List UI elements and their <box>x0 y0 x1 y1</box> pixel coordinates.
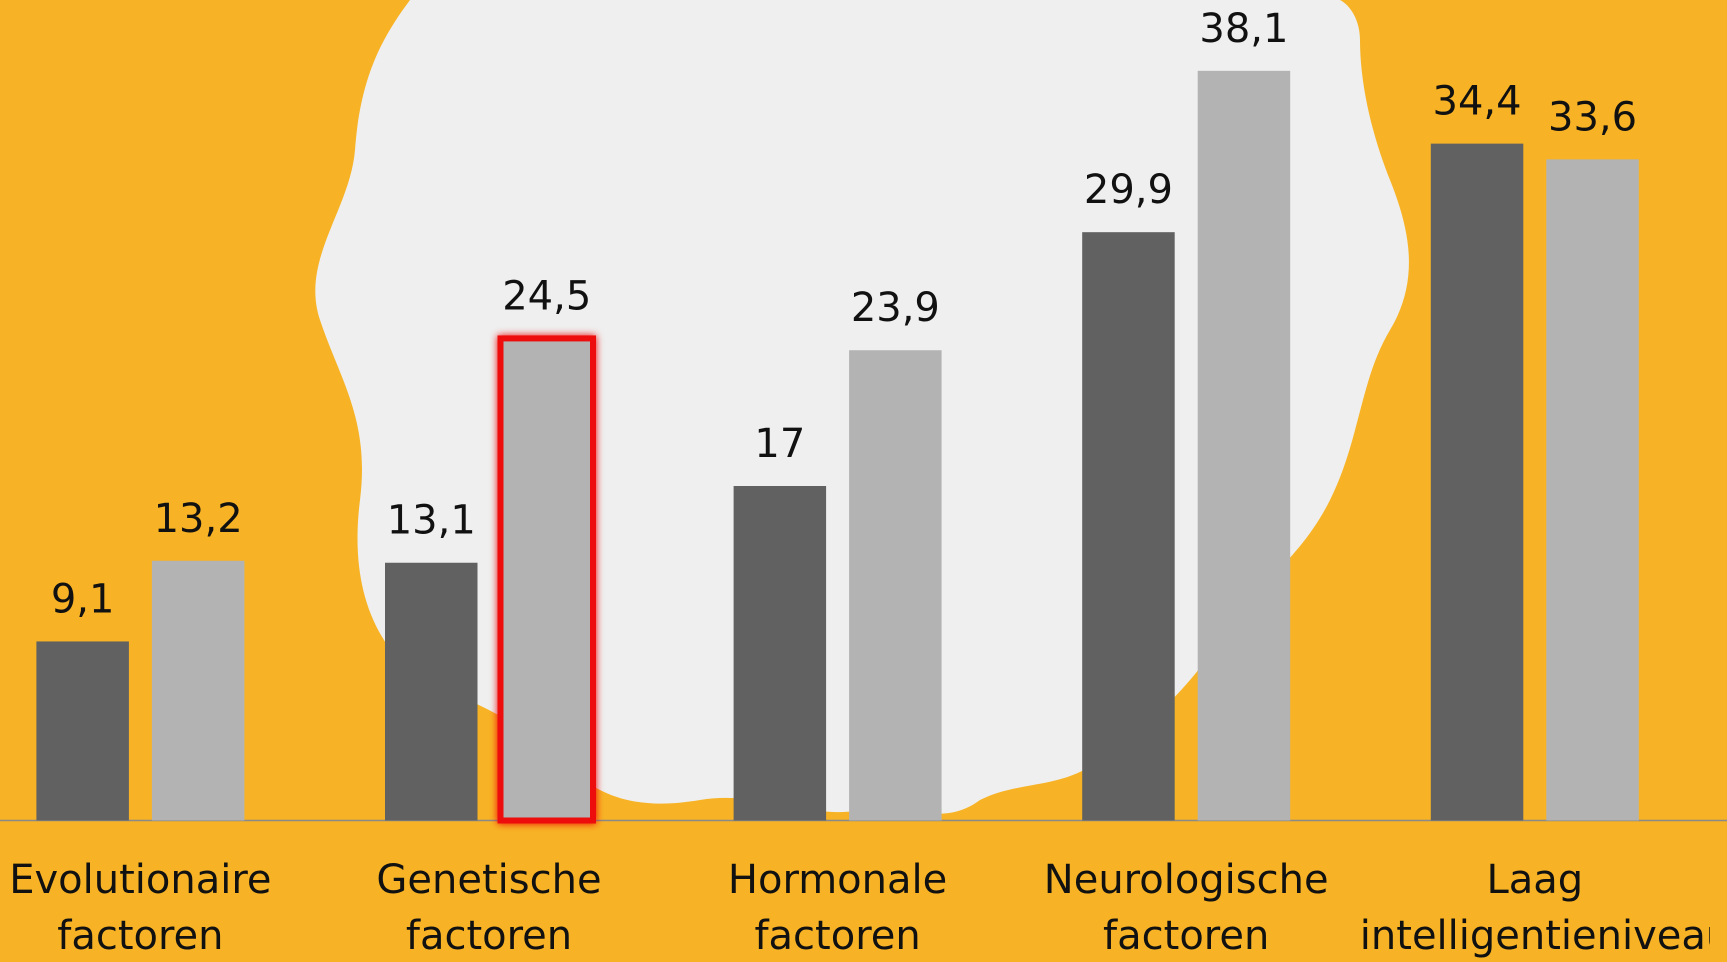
bar <box>733 486 827 821</box>
x-tick-label-box: Hormonale factoren <box>727 857 948 959</box>
bar <box>1546 159 1639 821</box>
x-tick-label: Hormonale factoren <box>727 857 948 959</box>
bar <box>1082 232 1175 821</box>
bar <box>849 350 942 821</box>
data-label: 23,9 <box>851 285 940 331</box>
data-label: 9,1 <box>51 576 115 622</box>
x-tick-label: Laag intelligentieniveau <box>1359 857 1710 959</box>
bar <box>1430 143 1524 821</box>
bar <box>151 560 245 821</box>
x-tick-label-box: Evolutionaire factoren <box>9 857 272 959</box>
bar <box>1197 70 1291 821</box>
x-tick-label: Evolutionaire factoren <box>9 857 272 959</box>
data-label: 13,2 <box>154 496 243 542</box>
bar <box>385 562 478 821</box>
x-tick-label: Neurologische factoren <box>1043 857 1329 959</box>
x-tick-label-box: Laag intelligentieniveau <box>1359 857 1710 959</box>
data-label: 34,4 <box>1433 79 1522 125</box>
data-label: 13,1 <box>387 498 476 544</box>
data-label: 38,1 <box>1199 6 1288 52</box>
x-tick-label-box: Genetische factoren <box>376 857 602 959</box>
data-label: 29,9 <box>1084 167 1173 213</box>
data-label: 24,5 <box>502 273 591 319</box>
data-label: 33,6 <box>1548 94 1637 140</box>
data-label: 17 <box>754 421 805 467</box>
x-tick-label-box: Neurologische factoren <box>1043 857 1329 959</box>
x-tick-label: Genetische factoren <box>376 857 602 959</box>
bar <box>36 641 129 821</box>
bar <box>497 335 596 824</box>
